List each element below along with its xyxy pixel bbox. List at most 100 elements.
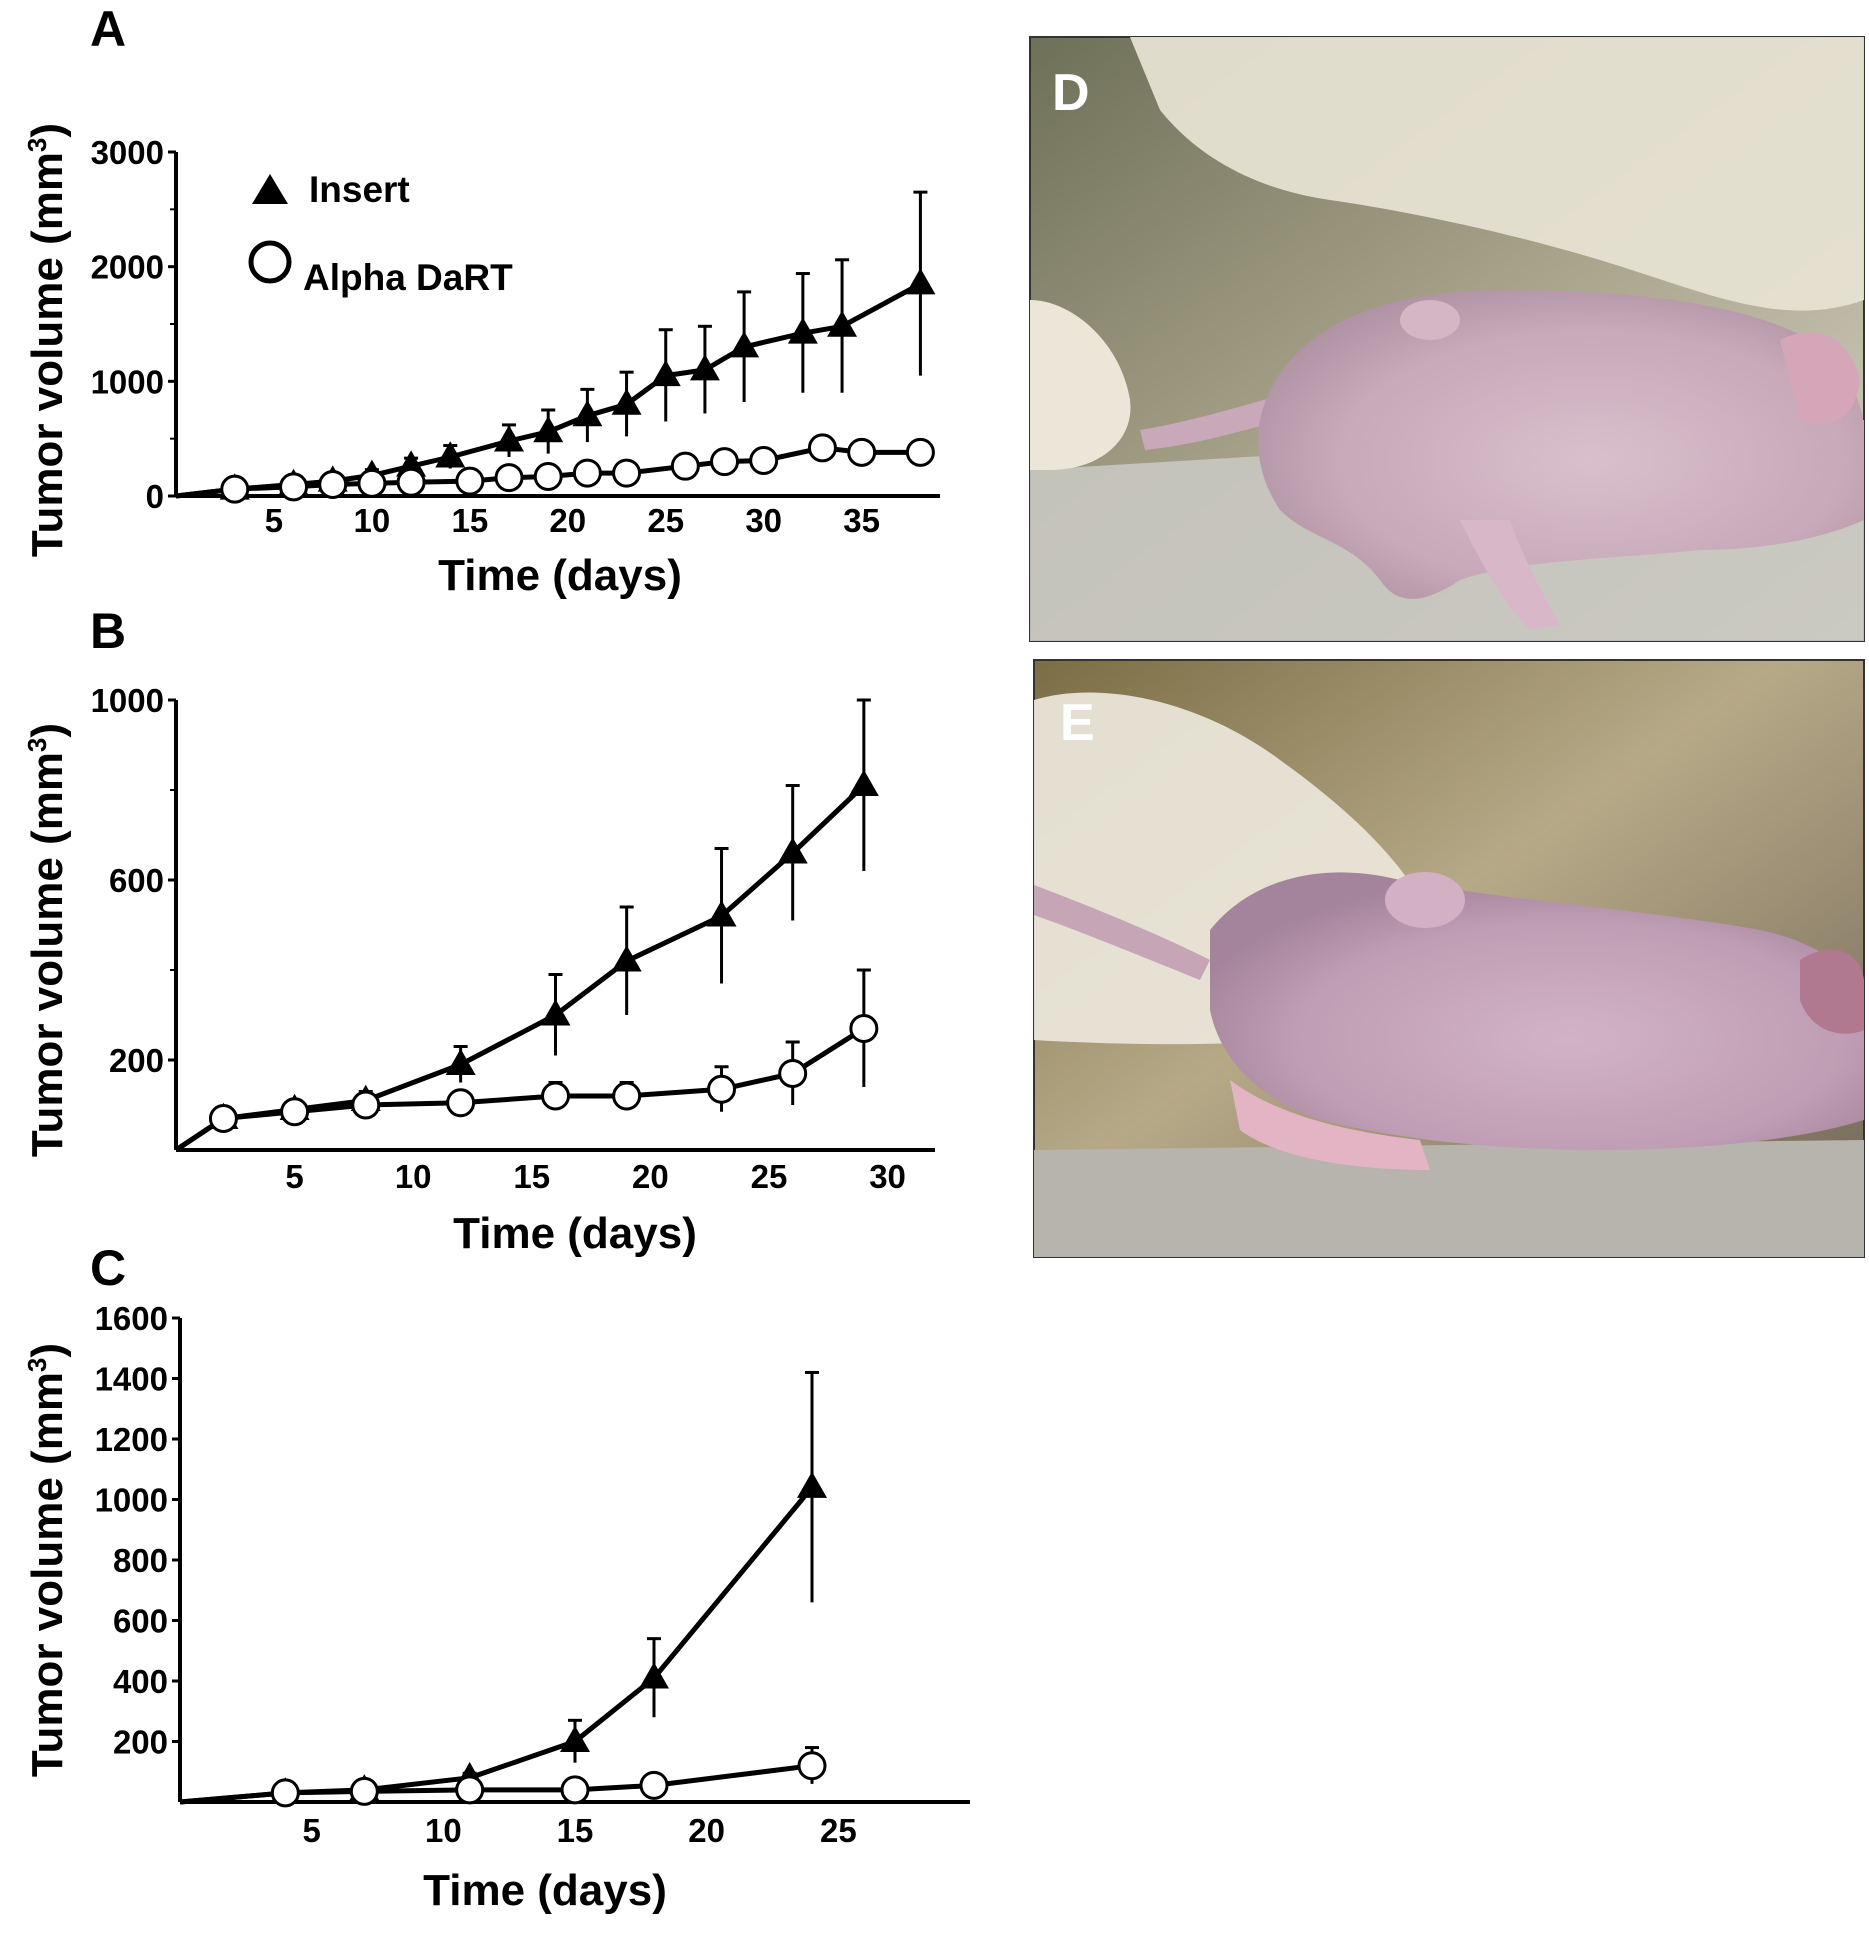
data-point-circle <box>778 1059 808 1088</box>
panel-letter-a: A <box>90 1 126 57</box>
hind-leg-d <box>1460 520 1560 630</box>
tumor-bump-e <box>1385 872 1465 928</box>
data-point-circle <box>318 470 348 500</box>
data-point-circle <box>351 1090 381 1120</box>
data-point-triangle <box>729 331 760 358</box>
data-point-circle <box>541 1081 570 1111</box>
y-tick-label: 2000 <box>91 249 164 286</box>
data-point-circle <box>560 1775 590 1805</box>
chart-panel-a: 0 1000 2000 3000 5 10 15 20 25 30 35 Time (days) Tum… <box>22 123 940 600</box>
y-tick-label: 1000 <box>91 363 164 400</box>
series-alpha-dart <box>179 1746 827 1808</box>
x-tick-label: 20 <box>688 1812 725 1849</box>
y-tick-label: 600 <box>109 862 164 899</box>
data-point-circle <box>208 1104 238 1133</box>
x-tick-label: 5 <box>302 1812 320 1849</box>
data-point-circle <box>639 1770 669 1800</box>
chart-panel-c: 200 400 600 800 1000 1200 1400 1600 5 10 15 20 25 Tim… <box>22 1300 970 1915</box>
x-axis-title: Time (days) <box>453 1209 697 1258</box>
y-tick-label: 200 <box>109 1042 164 1079</box>
data-point-circle <box>455 466 485 496</box>
y-axis-title: Tumor volume (mm3) <box>22 723 72 1157</box>
y-tick-label: 1000 <box>95 1482 168 1519</box>
legend: Insert Alpha DaRT <box>248 169 513 298</box>
data-point-triangle <box>533 416 564 443</box>
data-point-circle <box>710 447 740 477</box>
ear-d <box>1780 332 1860 424</box>
series-insert <box>174 698 879 1153</box>
mouse-body-e <box>1210 872 1864 1150</box>
data-point-triangle <box>650 359 681 387</box>
data-point-circle <box>670 451 700 481</box>
series-line <box>179 1485 814 1805</box>
data-point-triangle <box>445 1048 476 1075</box>
panel-letter-c: C <box>90 1240 126 1296</box>
photo-d: D <box>1029 36 1865 642</box>
data-point-circle <box>455 1775 485 1805</box>
y-tick-label: 600 <box>113 1603 168 1640</box>
data-point-circle <box>849 1014 879 1043</box>
tail-d <box>1140 390 1305 450</box>
series-line <box>174 783 866 1153</box>
x-tick-label: 15 <box>513 1158 550 1195</box>
photo-letter-e: E <box>1060 694 1095 752</box>
data-point-circle <box>533 462 563 492</box>
tail-e <box>1034 885 1210 980</box>
series-alpha-dart <box>175 433 935 504</box>
data-point-triangle <box>572 399 603 427</box>
y-tick-label: 1000 <box>91 682 164 719</box>
data-point-circle <box>270 1778 300 1808</box>
x-tick-label: 10 <box>354 502 391 539</box>
photo-letter-d: D <box>1052 64 1090 122</box>
data-point-circle <box>280 1097 310 1127</box>
x-tick-label: 10 <box>425 1812 462 1849</box>
data-point-circle <box>396 467 426 497</box>
data-point-triangle <box>540 999 571 1026</box>
data-point-circle <box>807 433 837 463</box>
data-point-triangle <box>848 769 879 796</box>
glove-shape <box>1130 37 1864 311</box>
x-tick-label: 15 <box>451 502 488 539</box>
data-point-triangle <box>689 354 720 381</box>
data-point-triangle <box>706 900 737 927</box>
y-tick-label: 400 <box>113 1663 168 1700</box>
data-point-circle <box>797 1751 827 1781</box>
data-point-circle <box>612 458 642 488</box>
y-axis-title: Tumor volume (mm3) <box>22 123 72 557</box>
legend-triangle-icon <box>252 174 288 204</box>
bench-surface-e <box>1034 1140 1864 1257</box>
x-tick-label: 15 <box>557 1812 594 1849</box>
data-point-triangle <box>560 1725 590 1752</box>
data-point-triangle <box>435 441 466 468</box>
data-point-circle <box>707 1074 737 1104</box>
data-point-triangle <box>787 317 818 344</box>
data-point-circle <box>446 1088 476 1118</box>
legend-alpha-label: Alpha DaRT <box>303 257 513 298</box>
data-point-circle <box>749 445 779 475</box>
series-line <box>174 1026 866 1153</box>
data-point-circle <box>905 437 935 467</box>
data-point-triangle <box>905 268 936 295</box>
data-point-circle <box>220 474 250 504</box>
data-point-circle <box>572 458 602 488</box>
photo-e: E <box>1033 659 1865 1258</box>
y-tick-label: 800 <box>113 1542 168 1579</box>
y-tick-label: 3000 <box>91 134 164 171</box>
data-point-triangle <box>494 425 525 452</box>
x-tick-label: 20 <box>632 1158 669 1195</box>
x-tick-label: 35 <box>843 502 880 539</box>
x-axis-title: Time (days) <box>438 551 682 600</box>
series-alpha-dart <box>174 968 879 1153</box>
mouse-body-d <box>1258 290 1864 599</box>
x-tick-label: 25 <box>820 1812 857 1849</box>
legend-circle-icon <box>248 240 292 284</box>
data-point-circle <box>279 472 309 502</box>
x-tick-label: 5 <box>285 1158 303 1195</box>
data-point-triangle <box>777 837 808 864</box>
series-insert <box>179 1370 827 1805</box>
data-point-triangle <box>611 388 642 415</box>
data-point-circle <box>612 1081 642 1111</box>
x-tick-label: 5 <box>265 502 283 539</box>
x-tick-label: 30 <box>869 1158 906 1195</box>
